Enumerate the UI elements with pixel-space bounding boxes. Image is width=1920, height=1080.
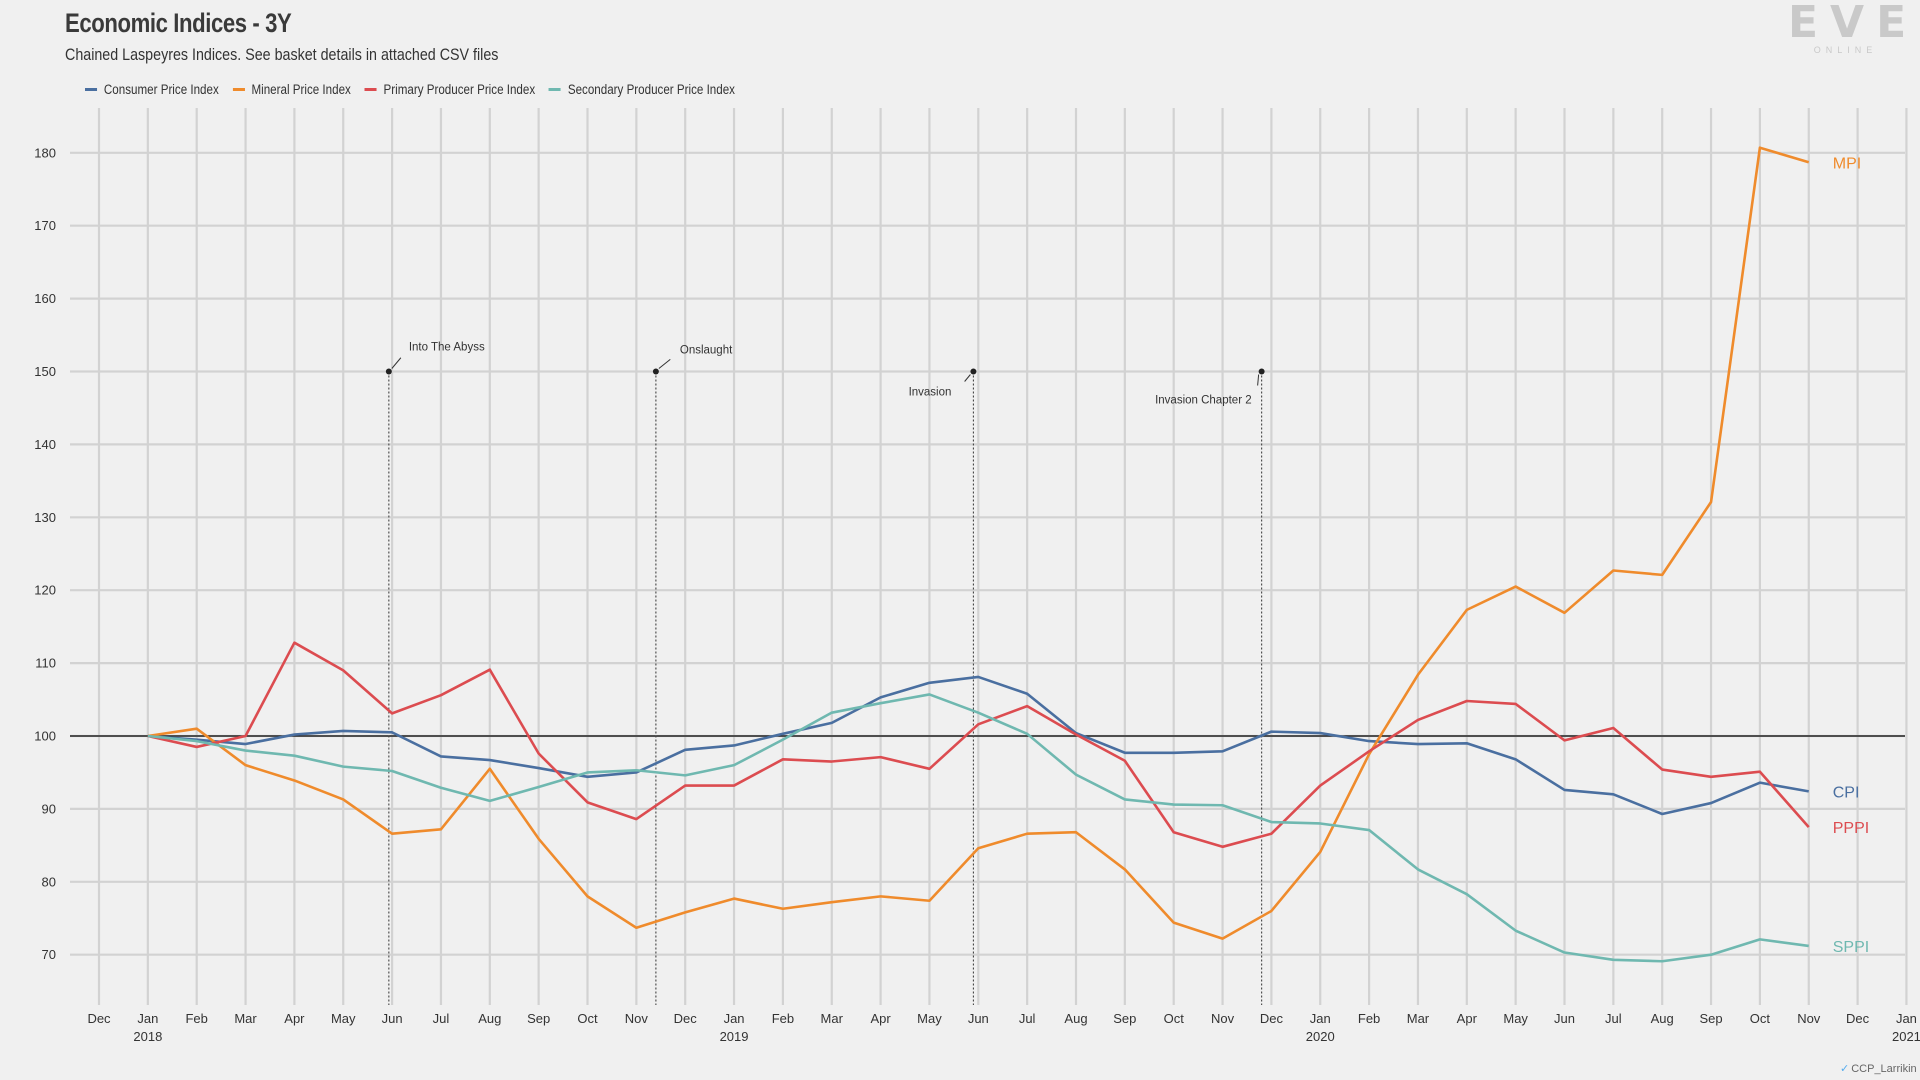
x-tick-label: Dec: [87, 1011, 111, 1026]
x-tick-label: May: [331, 1011, 356, 1026]
x-tick-label: Feb: [185, 1011, 207, 1026]
x-tick-label: Aug: [478, 1011, 501, 1026]
legend-label: Secondary Producer Price Index: [567, 81, 735, 97]
x-tick-label: Jul: [1019, 1011, 1036, 1026]
y-tick-label: 110: [35, 656, 56, 671]
x-tick-label: Jun: [968, 1011, 989, 1026]
x-tick-label: Jul: [1605, 1011, 1622, 1026]
x-tick-year-label: 2021: [1892, 1029, 1920, 1044]
x-tick-label: Oct: [1750, 1011, 1771, 1026]
event-leader-line: [391, 357, 402, 369]
series-line: [147, 675, 1809, 816]
legend-item: Primary Producer Price Index: [364, 81, 536, 97]
author-credit: ✓ CCP_Larrikin: [1840, 1062, 1917, 1075]
x-tick-label: Oct: [577, 1011, 598, 1026]
logo-subtext: ONLINE: [1813, 45, 1878, 55]
legend-swatch: [232, 87, 245, 91]
y-tick-label: 80: [42, 874, 56, 889]
chart-legend: Consumer Price Index Mineral Price Index P…: [85, 80, 749, 98]
logo-wordmark: EVE: [1788, 0, 1919, 48]
x-tick-label: Apr: [870, 1011, 891, 1026]
x-tick-year-label: 2018: [133, 1029, 162, 1044]
x-tick-label: Jun: [382, 1011, 403, 1026]
x-tick-label: Nov: [1211, 1011, 1235, 1026]
y-tick-label: 140: [34, 437, 56, 452]
x-tick-label: May: [1503, 1011, 1528, 1026]
x-tick-label: Mar: [821, 1011, 844, 1026]
legend-label: Consumer Price Index: [103, 81, 219, 97]
event-leader-line: [1257, 374, 1260, 386]
legend-swatch: [85, 87, 98, 91]
x-tick-label: May: [917, 1011, 942, 1026]
y-tick-label: 180: [34, 145, 56, 160]
y-tick-label: 90: [42, 801, 56, 816]
x-tick-year-label: 2019: [720, 1029, 749, 1044]
x-tick-year-label: 2020: [1306, 1029, 1335, 1044]
event-marker-dot: [385, 368, 392, 375]
y-tick-label: 120: [34, 583, 56, 598]
y-tick-label: 100: [34, 729, 56, 744]
series-end-label: MPI: [1833, 155, 1861, 172]
x-tick-label: Mar: [1407, 1011, 1430, 1026]
legend-item: Secondary Producer Price Index: [548, 81, 735, 97]
event-label: Into The Abyss: [409, 342, 485, 354]
x-tick-label: Sep: [1699, 1011, 1722, 1026]
x-tick-label: Jan: [1896, 1011, 1917, 1026]
series-line: [147, 641, 1810, 849]
event-marker-dot: [1258, 368, 1265, 375]
x-tick-label: Jun: [1554, 1011, 1575, 1026]
x-tick-label: Apr: [284, 1011, 305, 1026]
series-end-label: SPPI: [1833, 939, 1869, 956]
event-label: Invasion Chapter 2: [1155, 395, 1252, 407]
x-tick-label: Sep: [527, 1011, 550, 1026]
y-tick-label: 70: [42, 947, 56, 962]
chart-title: Economic Indices - 3Y: [65, 8, 292, 38]
x-tick-label: Jan: [1310, 1011, 1331, 1026]
x-tick-label: Nov: [1797, 1011, 1821, 1026]
x-tick-label: Nov: [625, 1011, 649, 1026]
x-tick-label: Sep: [1113, 1011, 1136, 1026]
legend-swatch: [364, 87, 377, 91]
legend-label: Primary Producer Price Index: [383, 81, 536, 97]
twitter-icon: ✓: [1840, 1063, 1850, 1075]
legend-swatch: [548, 87, 561, 91]
eve-online-logo: EVE ONLINE: [1778, 0, 1919, 58]
x-tick-label: Mar: [234, 1011, 257, 1026]
series-line: [147, 146, 1810, 940]
series-line: [147, 693, 1809, 963]
x-tick-label: Apr: [1457, 1011, 1478, 1026]
event-leader-line: [658, 359, 671, 369]
event-leader-line: [964, 374, 971, 382]
event-marker-dot: [970, 368, 977, 375]
y-tick-label: 150: [34, 364, 56, 379]
event-label: Onslaught: [680, 345, 733, 357]
x-tick-label: Feb: [1358, 1011, 1380, 1026]
legend-item: Consumer Price Index: [85, 82, 219, 97]
event-label: Invasion: [909, 387, 952, 399]
x-tick-label: Aug: [1651, 1011, 1674, 1026]
y-tick-label: 170: [34, 218, 56, 233]
y-tick-label: 160: [34, 291, 56, 306]
x-tick-label: Dec: [1846, 1011, 1870, 1026]
legend-item: Mineral Price Index: [232, 81, 351, 97]
event-marker-dot: [652, 368, 659, 375]
chart-subtitle: Chained Laspeyres Indices. See basket de…: [65, 45, 499, 64]
series-end-label: PPPI: [1833, 820, 1869, 837]
x-tick-label: Dec: [1260, 1011, 1284, 1026]
legend-label: Mineral Price Index: [251, 81, 351, 97]
x-tick-label: Jul: [433, 1011, 450, 1026]
series-end-label: CPI: [1833, 784, 1860, 801]
x-tick-label: Oct: [1164, 1011, 1185, 1026]
x-tick-label: Aug: [1064, 1011, 1087, 1026]
x-tick-label: Dec: [674, 1011, 698, 1026]
x-tick-label: Jan: [137, 1011, 158, 1026]
y-tick-label: 130: [34, 510, 56, 525]
credit-handle: CCP_Larrikin: [1851, 1063, 1917, 1075]
x-tick-label: Jan: [724, 1011, 745, 1026]
x-tick-label: Feb: [772, 1011, 794, 1026]
